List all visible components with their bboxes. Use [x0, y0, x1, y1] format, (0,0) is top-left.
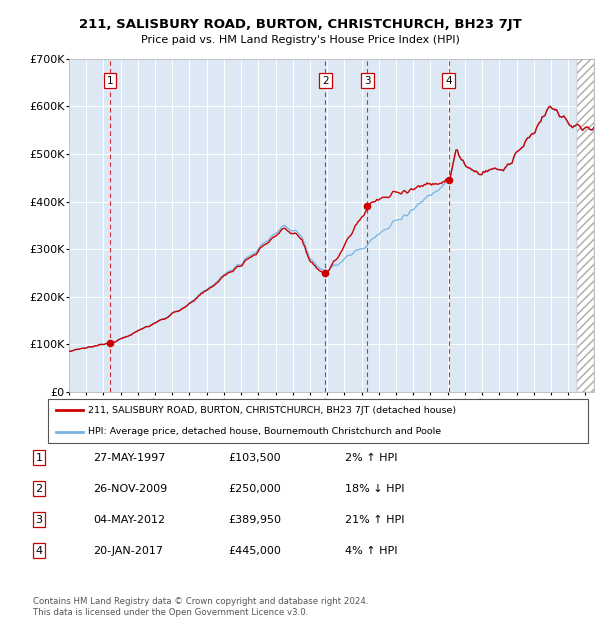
Text: 211, SALISBURY ROAD, BURTON, CHRISTCHURCH, BH23 7JT (detached house): 211, SALISBURY ROAD, BURTON, CHRISTCHURC… — [89, 405, 457, 415]
Text: £103,500: £103,500 — [228, 453, 281, 463]
Text: 211, SALISBURY ROAD, BURTON, CHRISTCHURCH, BH23 7JT: 211, SALISBURY ROAD, BURTON, CHRISTCHURC… — [79, 19, 521, 31]
Text: 3: 3 — [35, 515, 43, 525]
Text: £250,000: £250,000 — [228, 484, 281, 494]
Text: Contains HM Land Registry data © Crown copyright and database right 2024.
This d: Contains HM Land Registry data © Crown c… — [33, 598, 368, 617]
Bar — [577, 59, 594, 392]
Text: 2: 2 — [35, 484, 43, 494]
Text: 1: 1 — [107, 76, 113, 86]
Text: HPI: Average price, detached house, Bournemouth Christchurch and Poole: HPI: Average price, detached house, Bour… — [89, 427, 442, 436]
Text: 18% ↓ HPI: 18% ↓ HPI — [345, 484, 404, 494]
Text: 2% ↑ HPI: 2% ↑ HPI — [345, 453, 398, 463]
FancyBboxPatch shape — [48, 399, 588, 443]
Text: 4: 4 — [35, 546, 43, 556]
Text: 21% ↑ HPI: 21% ↑ HPI — [345, 515, 404, 525]
Text: 2: 2 — [322, 76, 329, 86]
Text: Price paid vs. HM Land Registry's House Price Index (HPI): Price paid vs. HM Land Registry's House … — [140, 35, 460, 45]
Text: £445,000: £445,000 — [228, 546, 281, 556]
Text: 27-MAY-1997: 27-MAY-1997 — [93, 453, 166, 463]
Text: 4: 4 — [445, 76, 452, 86]
Text: 3: 3 — [364, 76, 371, 86]
Text: 20-JAN-2017: 20-JAN-2017 — [93, 546, 163, 556]
Text: 1: 1 — [35, 453, 43, 463]
Text: 4% ↑ HPI: 4% ↑ HPI — [345, 546, 398, 556]
Text: 04-MAY-2012: 04-MAY-2012 — [93, 515, 165, 525]
Text: 26-NOV-2009: 26-NOV-2009 — [93, 484, 167, 494]
Text: £389,950: £389,950 — [228, 515, 281, 525]
